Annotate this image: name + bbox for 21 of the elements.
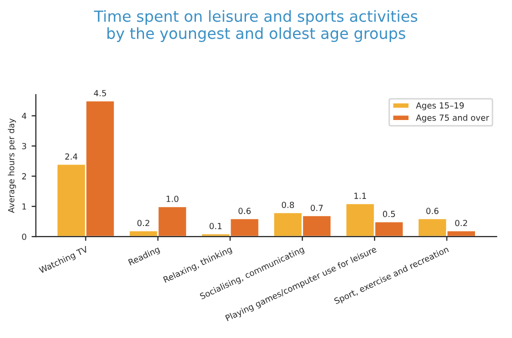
y-tick-label: 0 <box>22 234 26 240</box>
data-label: 0.2 <box>137 220 150 226</box>
data-label: 1.0 <box>166 196 178 202</box>
data-label: 0.6 <box>426 208 438 214</box>
data-label: 0.1 <box>210 222 222 230</box>
y-tick-label: 2 <box>22 173 26 180</box>
y-axis-title: Average hours per day <box>8 118 16 213</box>
chart-title: Time spent on leisure and sports activities by the youngest and oldest age groups <box>94 10 418 42</box>
data-label: 0.6 <box>238 208 251 214</box>
y-tick-label: 3 <box>22 142 26 150</box>
legend-label: Ages 15–19 <box>416 102 464 110</box>
data-label: 1.1 <box>354 192 366 199</box>
legend-label: Ages 75 and over <box>416 114 490 122</box>
data-label: 0.7 <box>310 204 323 212</box>
data-label: 4.5 <box>94 90 106 96</box>
y-tick-label: 4 <box>22 112 26 119</box>
data-label: 2.4 <box>65 153 78 160</box>
data-label: 0.8 <box>282 202 294 208</box>
y-tick-label: 1 <box>22 203 26 210</box>
data-label: 0.5 <box>382 210 395 218</box>
data-label: 0.2 <box>455 220 468 226</box>
